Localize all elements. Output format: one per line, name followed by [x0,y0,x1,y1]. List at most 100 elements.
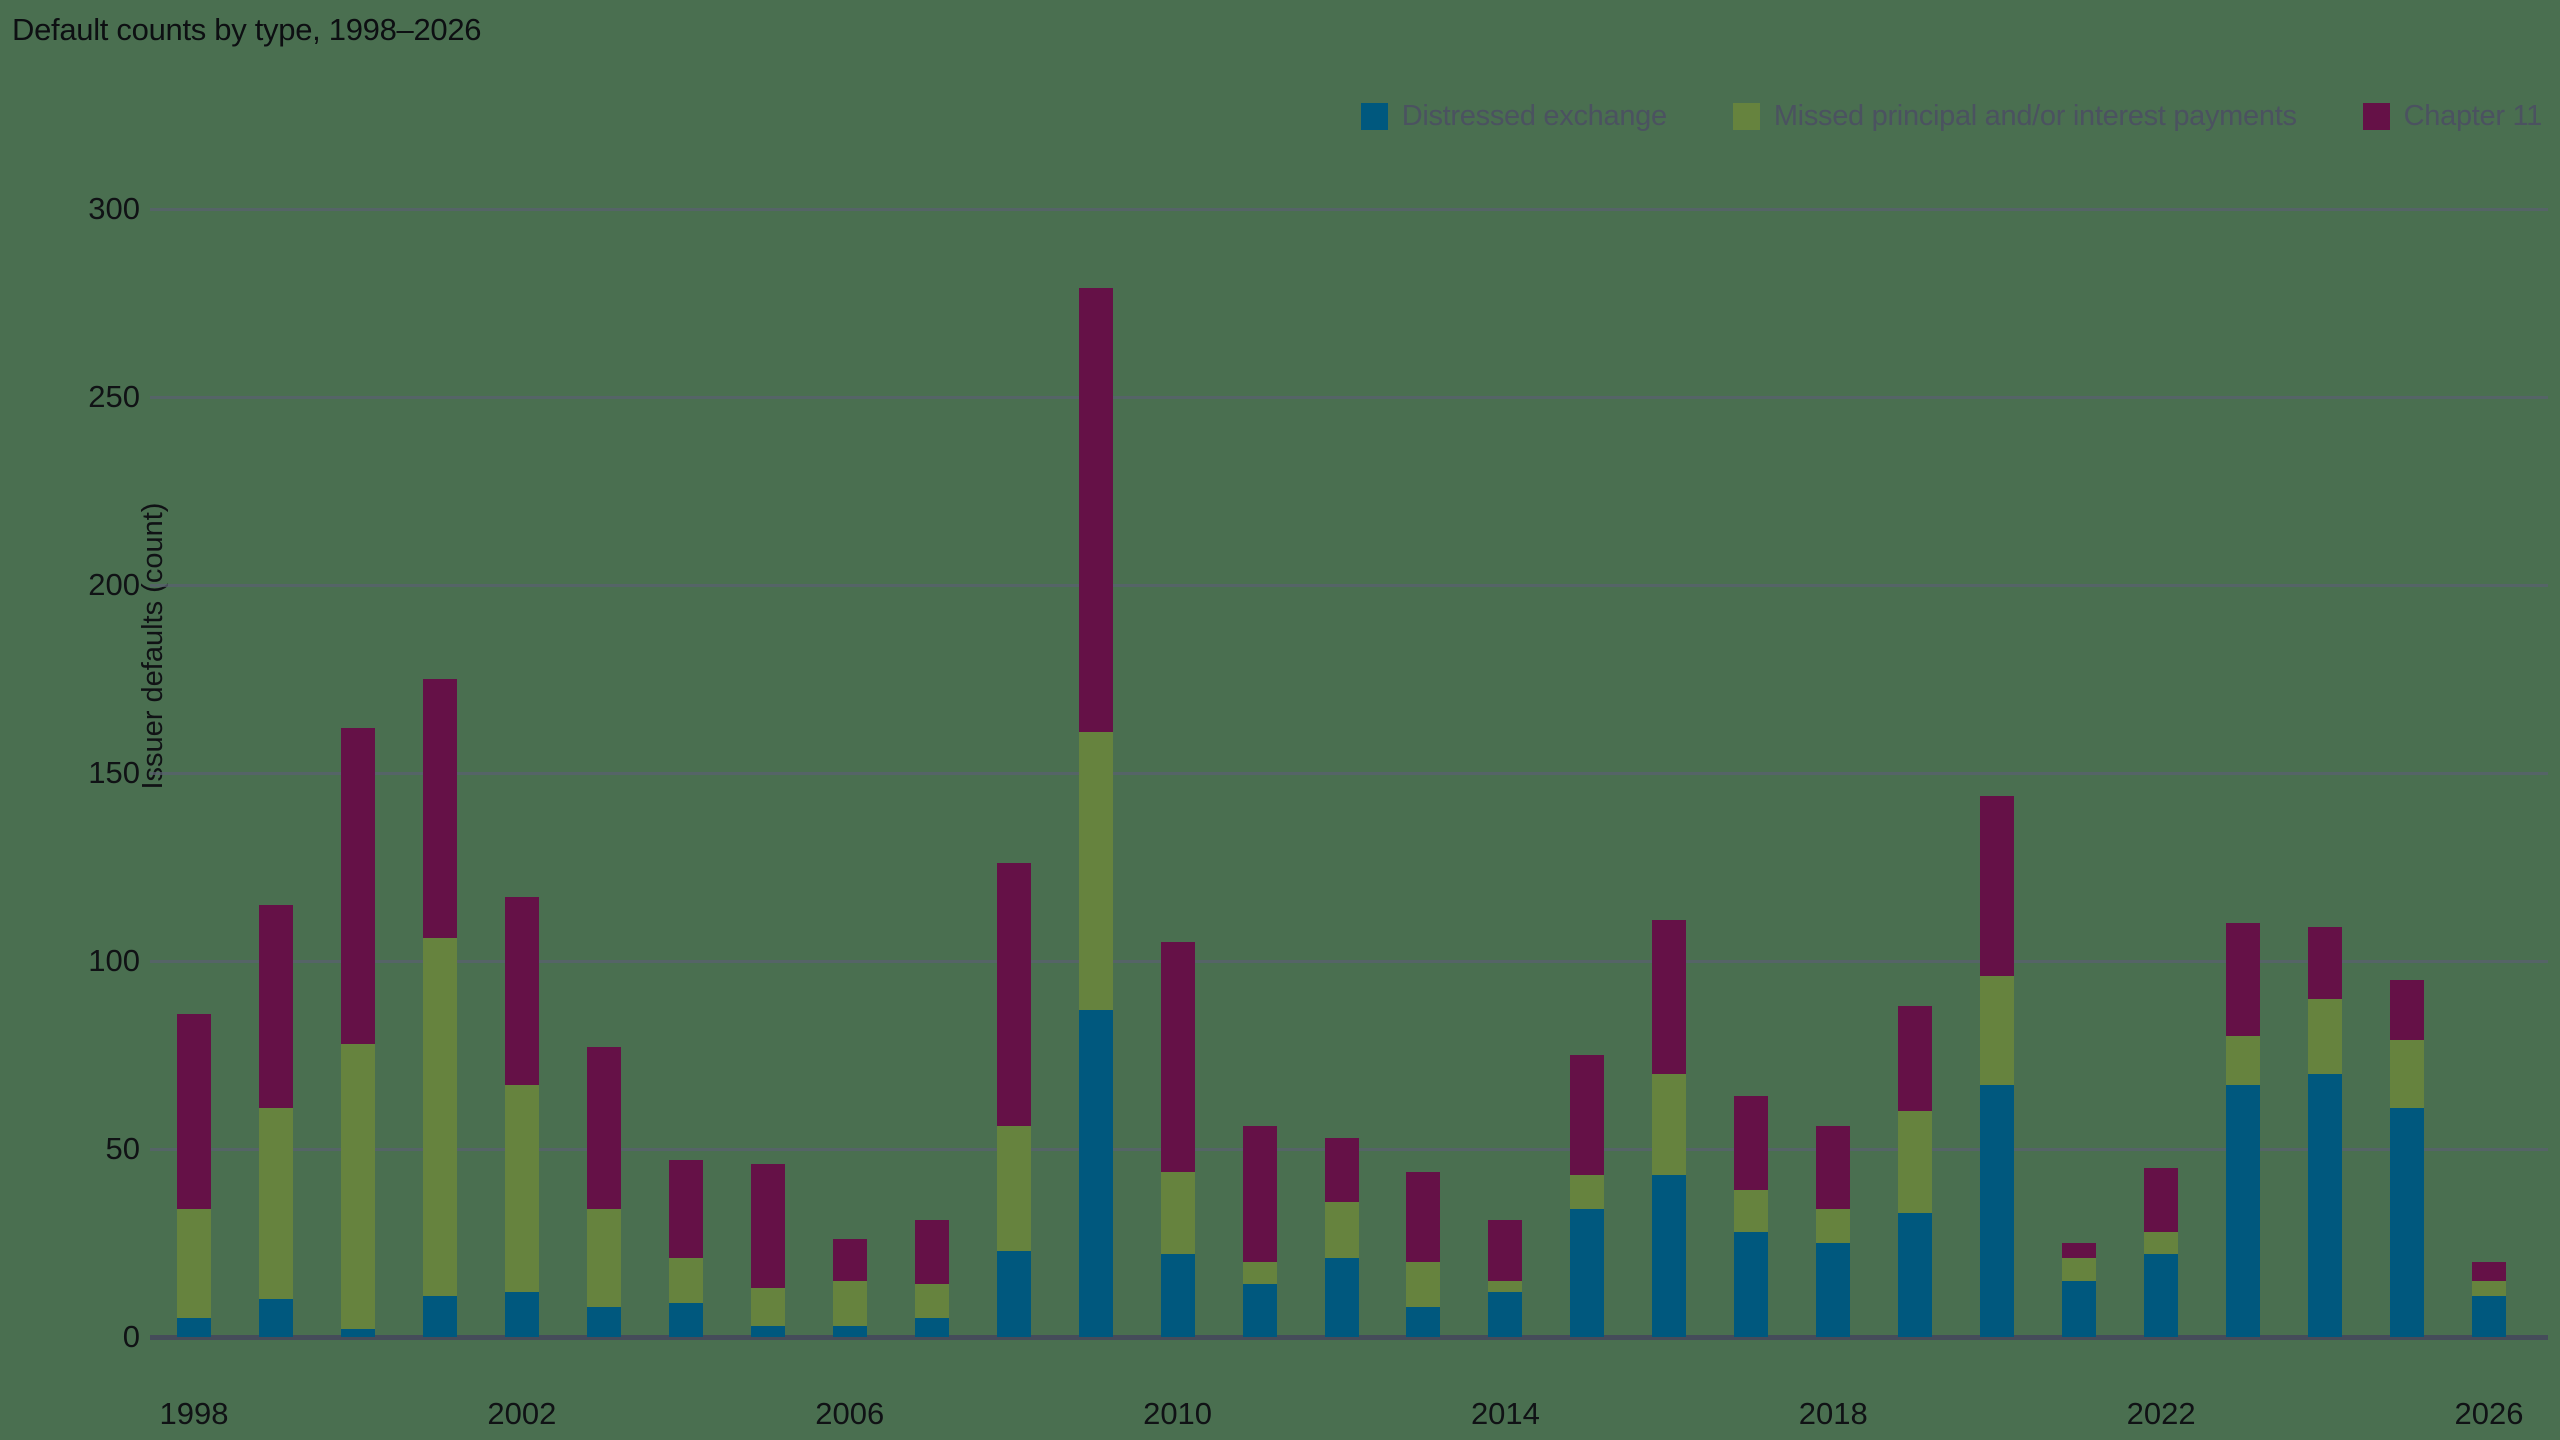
bar-segment-2023-chapter [2226,923,2261,1037]
bar-segment-2008-missed [996,1126,1031,1251]
bar-segment-2012-missed [1324,1201,1359,1259]
bar-segment-2017-chapter [1734,1096,1769,1191]
bar-segment-1999-distressed [258,1299,293,1337]
bar-segment-2009-missed [1078,731,1113,1010]
bar-segment-2008-chapter [996,863,1031,1127]
bar-segment-2019-missed [1898,1111,1933,1213]
bar-segment-2003-chapter [586,1047,621,1210]
bar-segment-2007-missed [914,1284,949,1319]
legend-item-missed-payments: Missed principal and/or interest payment… [1732,100,2297,133]
bar-segment-2012-chapter [1324,1137,1359,1202]
bar-segment-2015-distressed [1570,1209,1605,1337]
y-tick-label-200: 200 [88,567,140,602]
gridline-y250 [150,396,2548,399]
bar-segment-2023-distressed [2226,1085,2261,1337]
bar-segment-2022-chapter [2144,1167,2179,1232]
bar-segment-2008-distressed [996,1250,1031,1337]
bar-segment-2025-chapter [2390,979,2425,1040]
bar-segment-2013-missed [1406,1261,1441,1307]
bar-segment-2020-chapter [1980,795,2015,977]
bar-segment-1998-missed [177,1209,211,1319]
legend-item-chapter-11: Chapter 11 [2362,100,2543,133]
bar-segment-2010-distressed [1160,1254,1195,1337]
x-tick-label-2022: 2022 [2126,1396,2196,1431]
bar-segment-2026-distressed [2472,1295,2506,1337]
bar-segment-2004-missed [668,1258,703,1304]
bar-segment-2014-missed [1488,1280,1523,1292]
bar-segment-2024-distressed [2308,1073,2343,1337]
bar-segment-2005-chapter [750,1164,785,1289]
bar-segment-2006-distressed [832,1325,867,1337]
bar-segment-2023-missed [2226,1036,2261,1086]
bar-segment-2002-distressed [504,1291,539,1337]
bar-segment-2022-distressed [2144,1254,2179,1337]
legend-label: Distressed exchange [1401,100,1667,132]
legend: Distressed exchange Missed principal and… [1360,100,2543,133]
bar-segment-2018-missed [1816,1209,1851,1243]
bar-segment-2001-chapter [422,679,457,939]
bar-segment-2021-distressed [2062,1280,2097,1337]
gridline-y150 [150,772,2548,775]
bar-segment-2006-missed [832,1280,867,1326]
bar-segment-2021-chapter [2062,1243,2097,1259]
bar-segment-2006-chapter [832,1239,867,1281]
bar-segment-2018-distressed [1816,1243,1851,1337]
legend-swatch-chapter-11-icon [2362,103,2390,130]
bar-segment-2010-missed [1160,1171,1195,1255]
bar-segment-2000-missed [340,1043,375,1330]
bar-segment-1998-chapter [177,1013,211,1210]
bar-segment-2017-distressed [1734,1231,1769,1337]
bar-segment-2026-missed [2472,1280,2506,1296]
y-tick-label-100: 100 [88,943,140,978]
bar-segment-2025-distressed [2390,1107,2425,1337]
bar-segment-2016-chapter [1652,919,1687,1074]
x-tick-label-2006: 2006 [815,1396,885,1431]
bar-segment-2002-chapter [504,897,539,1086]
bar-segment-2016-distressed [1652,1175,1687,1337]
bar-segment-2020-missed [1980,976,2015,1086]
y-tick-label-300: 300 [88,191,140,226]
chart-title: Default counts by type, 1998–2026 [12,12,482,47]
bar-segment-2003-distressed [586,1306,621,1337]
gridline-y100 [150,960,2548,963]
bar-segment-2020-distressed [1980,1085,2015,1337]
bar-segment-2014-distressed [1488,1291,1523,1337]
bar-segment-2011-chapter [1242,1126,1277,1262]
legend-label: Missed principal and/or interest payment… [1773,100,2297,132]
legend-swatch-missed-payments-icon [1732,103,1760,130]
bar-segment-2009-chapter [1078,287,1113,732]
bar-segment-2017-missed [1734,1190,1769,1232]
bar-segment-2024-chapter [2308,927,2343,999]
bar-segment-2019-chapter [1898,1006,1933,1112]
bar-segment-2010-chapter [1160,942,1195,1172]
bar-segment-2004-chapter [668,1160,703,1259]
x-tick-label-2018: 2018 [1798,1396,1868,1431]
gridline-y300 [150,208,2548,211]
bar-segment-2011-missed [1242,1261,1277,1285]
x-tick-label-2002: 2002 [487,1396,557,1431]
bar-segment-2007-chapter [914,1220,949,1285]
bar-segment-2015-missed [1570,1175,1605,1210]
bar-segment-1998-distressed [177,1318,211,1337]
bar-segment-2026-chapter [2472,1261,2506,1281]
bar-segment-2000-chapter [340,727,375,1044]
x-tick-label-2014: 2014 [1470,1396,1540,1431]
bar-segment-2003-missed [586,1209,621,1307]
bar-segment-2004-distressed [668,1303,703,1337]
x-tick-label-2026: 2026 [2454,1396,2524,1431]
bar-segment-2022-missed [2144,1231,2179,1255]
bar-segment-2013-chapter [1406,1171,1441,1262]
bar-segment-2000-distressed [340,1329,375,1337]
bar-segment-2024-missed [2308,998,2343,1074]
bar-segment-2001-missed [422,938,457,1296]
bar-segment-2001-distressed [422,1295,457,1337]
bar-segment-2005-missed [750,1288,785,1326]
bar-segment-2021-missed [2062,1258,2097,1281]
x-tick-label-2010: 2010 [1143,1396,1213,1431]
bar-segment-2018-chapter [1816,1126,1851,1210]
y-tick-label-0: 0 [122,1319,140,1354]
legend-label: Chapter 11 [2403,100,2543,132]
x-axis-line [150,1335,2548,1340]
